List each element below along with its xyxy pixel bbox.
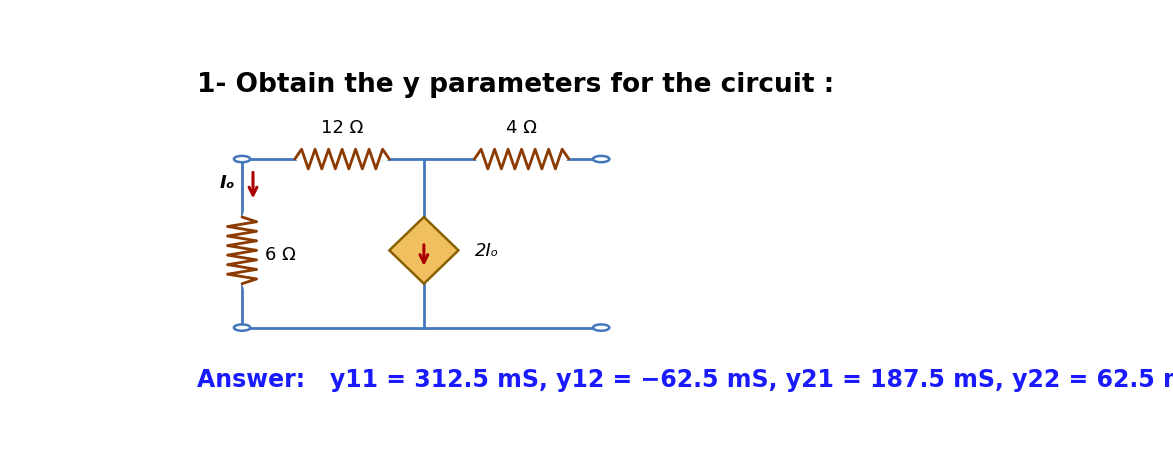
Circle shape bbox=[594, 157, 609, 163]
Text: 4 Ω: 4 Ω bbox=[507, 119, 537, 137]
Text: 1- Obtain the y parameters for the circuit :: 1- Obtain the y parameters for the circu… bbox=[197, 72, 834, 98]
Text: 12 Ω: 12 Ω bbox=[321, 119, 364, 137]
Polygon shape bbox=[389, 217, 459, 284]
Text: Answer:   y11 = 312.5 mS, y12 = −62.5 mS, y21 = 187.5 mS, y22 = 62.5 mS.: Answer: y11 = 312.5 mS, y12 = −62.5 mS, … bbox=[197, 367, 1173, 391]
Circle shape bbox=[233, 157, 250, 163]
Text: Iₒ: Iₒ bbox=[219, 173, 235, 192]
Circle shape bbox=[594, 325, 609, 331]
Circle shape bbox=[233, 325, 250, 331]
Text: 2Iₒ: 2Iₒ bbox=[475, 242, 499, 260]
Text: 6 Ω: 6 Ω bbox=[265, 245, 296, 263]
